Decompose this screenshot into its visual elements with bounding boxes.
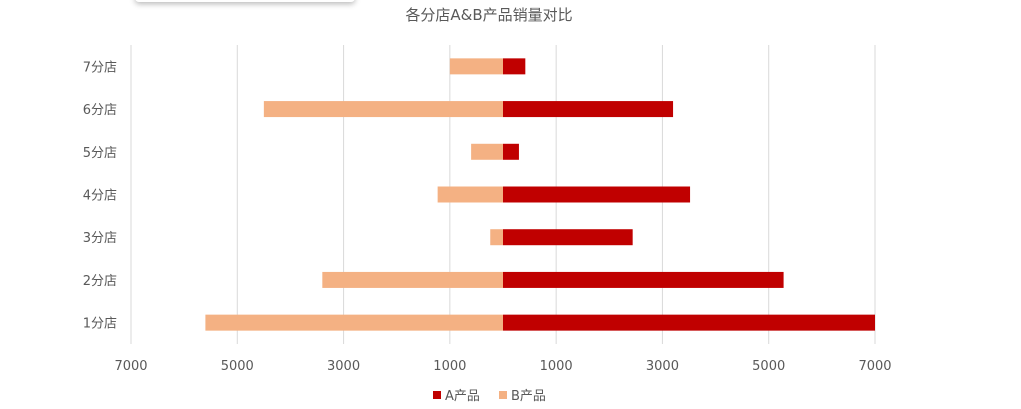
chart-title: 各分店A&B产品销量对比 — [405, 6, 572, 24]
tick-label-1: 5000 — [221, 359, 254, 374]
tick-label-6: 5000 — [752, 359, 785, 374]
category-axis: 1分店 2分店 3分店 4分店 5分店 6分店 7分店 — [83, 60, 117, 331]
category-label-1: 1分店 — [83, 317, 117, 332]
bars-layer — [205, 58, 875, 331]
bar-a-5 — [503, 143, 519, 160]
tick-label-4: 1000 — [540, 359, 573, 374]
bar-a-2 — [503, 271, 784, 288]
legend-swatch-b — [499, 391, 507, 399]
bar-b-4 — [437, 186, 503, 203]
category-label-6: 6分店 — [83, 103, 117, 118]
bar-a-6 — [503, 101, 674, 118]
legend-label-b: B产品 — [511, 389, 546, 404]
category-label-3: 3分店 — [83, 231, 117, 246]
bar-a-4 — [503, 186, 691, 203]
window-tab-shadow — [135, 0, 355, 2]
category-label-5: 5分店 — [83, 146, 117, 161]
bar-a-1 — [503, 314, 875, 331]
bar-b-3 — [490, 229, 503, 246]
bar-a-3 — [503, 229, 633, 246]
grid-layer — [130, 45, 876, 344]
bar-b-6 — [263, 101, 503, 118]
category-label-4: 4分店 — [83, 189, 117, 204]
bar-b-1 — [205, 314, 503, 331]
category-label-2: 2分店 — [83, 274, 117, 289]
bar-b-5 — [471, 143, 503, 160]
category-label-7: 7分店 — [83, 60, 117, 75]
tick-label-0: 7000 — [114, 359, 147, 374]
tick-label-2: 3000 — [327, 359, 360, 374]
legend-swatch-a — [433, 391, 441, 399]
bar-b-2 — [322, 271, 503, 288]
tick-label-7: 7000 — [858, 359, 891, 374]
legend-label-a: A产品 — [445, 389, 480, 404]
value-axis: 7000 5000 3000 1000 1000 3000 5000 7000 — [114, 359, 891, 374]
bar-b-7 — [449, 58, 503, 75]
tick-label-5: 3000 — [646, 359, 679, 374]
tick-label-3: 1000 — [433, 359, 466, 374]
legend: A产品 B产品 — [433, 389, 546, 404]
bar-a-7 — [503, 58, 526, 75]
